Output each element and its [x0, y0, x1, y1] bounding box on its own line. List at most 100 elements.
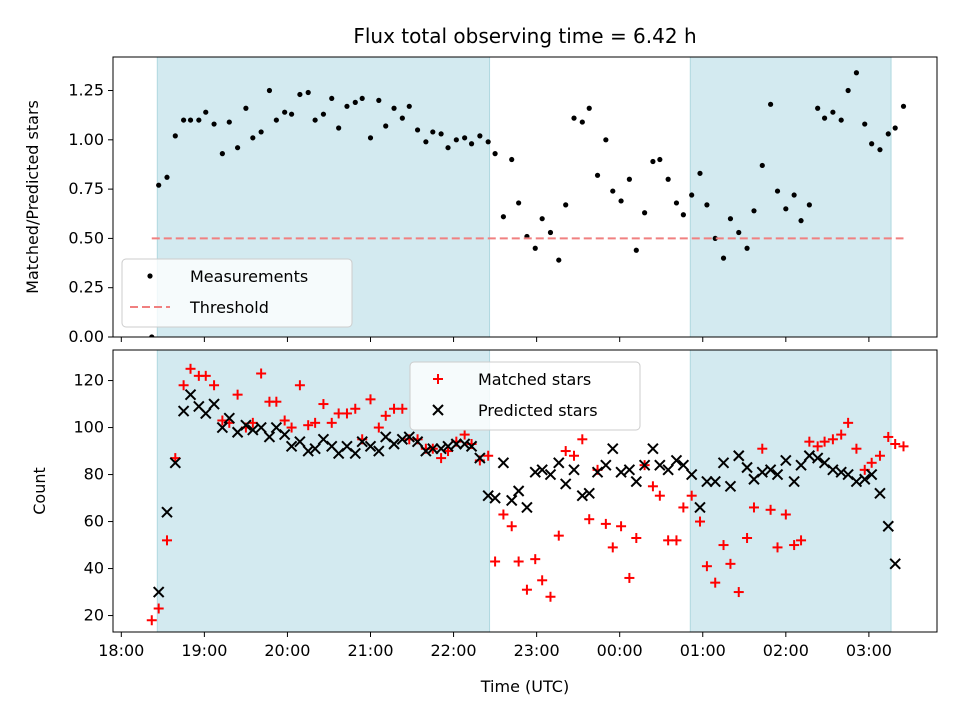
y-tick-label: 1.25 [68, 81, 104, 100]
predicted-star-point [489, 492, 501, 504]
legend-entry: Predicted stars [432, 401, 598, 420]
matched-star-point [686, 490, 697, 501]
measurement-point [305, 89, 311, 96]
measurement-point [547, 229, 554, 236]
measurement-point [477, 133, 483, 139]
matched-star-point [772, 542, 783, 553]
matched-star-point [584, 514, 595, 525]
measurement-point [806, 202, 812, 208]
measurement-point [697, 170, 703, 176]
matched-star-point [490, 556, 501, 567]
matched-star-point [498, 509, 509, 520]
measurement-point [219, 151, 225, 157]
y-tick-label: 100 [73, 418, 104, 437]
matched-star-point [827, 434, 838, 445]
measurement-point [744, 245, 750, 251]
measurement-point [845, 87, 851, 94]
measurement-point [258, 129, 264, 135]
predicted-star-point [474, 452, 486, 464]
predicted-star-point [850, 475, 863, 488]
legend-box [121, 258, 353, 328]
predicted-star-point [889, 558, 901, 570]
matched-star-point [310, 417, 321, 428]
predicted-star-point [764, 464, 777, 476]
predicted-star-point [278, 428, 291, 441]
y-tick-label: 120 [73, 371, 104, 390]
matched-star-point [733, 587, 744, 598]
measurement-point [181, 117, 187, 123]
matched-star-point [701, 561, 712, 572]
plot-area [146, 363, 909, 626]
matched-star-point [678, 502, 689, 513]
matched-star-point [209, 380, 220, 391]
matched-star-point [459, 429, 470, 440]
predicted-star-point [521, 501, 533, 514]
measurement-point [720, 255, 727, 261]
y-tick-label: 0.75 [68, 179, 104, 198]
predicted-star-point [482, 489, 494, 502]
matched-star-point [671, 535, 682, 546]
bottom-panel: 20 40 60 80 100 120 18:00 19:00 20:00 21:00 22:00 2… [30, 349, 938, 696]
predicted-star-point [465, 440, 478, 453]
measurement-point [336, 125, 342, 131]
measurement-point [665, 176, 671, 182]
measurement-point [586, 105, 592, 111]
matched-star-point [718, 540, 729, 551]
x-tick-label: 03:00 [846, 641, 892, 660]
matched-star-point [530, 554, 541, 565]
measurement-point [406, 103, 412, 109]
matched-star-point [654, 490, 665, 501]
measurement-point [704, 202, 710, 208]
matched-star-point [161, 535, 172, 546]
measurement-point [156, 182, 162, 188]
matched-star-point [600, 518, 611, 529]
predicted-star-point [568, 464, 580, 476]
measurement-point [187, 117, 194, 123]
matched-star-point [178, 380, 189, 391]
matched-star-point [521, 584, 532, 595]
measurement-point [633, 247, 639, 253]
matched-star-point [742, 533, 753, 543]
predicted-star-point [638, 459, 651, 471]
axes-frame [112, 56, 938, 338]
measurement-point [869, 141, 875, 147]
legend-label: Threshold [189, 298, 269, 317]
matched-star-point [397, 403, 408, 414]
measurement-point [391, 105, 397, 111]
predicted-star-point [583, 487, 595, 500]
predicted-star-point [733, 450, 745, 462]
predicted-star-point [701, 475, 713, 488]
chart-title: Flux total observing time = 6.42 h [353, 24, 696, 48]
predicted-star-point [788, 475, 800, 488]
measurement-point [320, 111, 327, 117]
measurement-point [618, 198, 624, 204]
matched-star-point [232, 389, 243, 400]
measurement-point [453, 137, 459, 143]
legend: Measurements Threshold [121, 258, 353, 328]
measurement-point [288, 111, 295, 117]
x-tick-label: 18:00 [98, 641, 144, 660]
measurement-point [736, 229, 742, 236]
matched-star-point [294, 380, 305, 391]
matched-star-point [373, 422, 384, 433]
predicted-star-point [435, 442, 447, 455]
predicted-star-point [388, 438, 400, 450]
matched-star-point [537, 575, 548, 586]
predicted-star-point [874, 487, 886, 500]
predicted-star-point [247, 424, 259, 436]
matched-star-point [757, 443, 768, 454]
measurement-point [445, 145, 451, 151]
measurement-point [359, 95, 365, 102]
y-tick-label: 40 [84, 559, 104, 578]
predicted-star-point [216, 421, 229, 434]
matched-star-point [765, 504, 776, 515]
y-tick-label: 80 [84, 465, 104, 484]
predicted-star-point [263, 431, 276, 443]
measurement-point [563, 202, 569, 208]
matched-star-point [836, 429, 847, 440]
measurement-point [830, 109, 836, 115]
matched-star-point [326, 417, 337, 428]
legend-swatch [433, 374, 443, 384]
measurement-point [727, 216, 734, 222]
